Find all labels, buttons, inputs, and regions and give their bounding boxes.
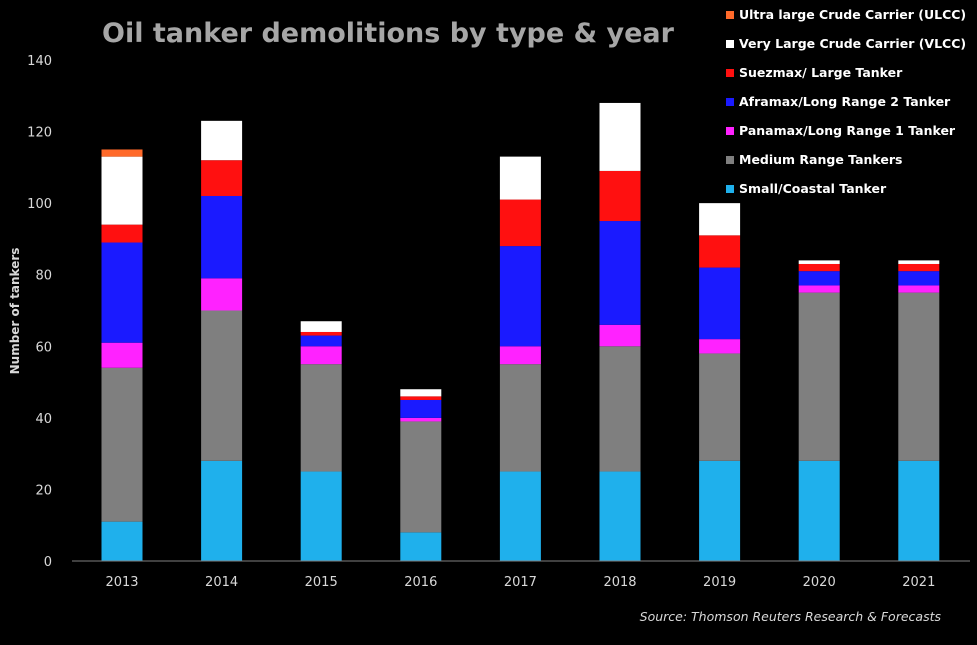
bar-segment	[400, 396, 442, 400]
legend-label: Aframax/Long Range 2 Tanker	[739, 94, 951, 109]
bar-segment	[798, 460, 840, 561]
bar-segment	[898, 460, 940, 561]
legend: Ultra large Crude Carrier (ULCC) Very Lar…	[726, 7, 966, 196]
x-tick-label: 2015	[305, 575, 338, 590]
bar-segment	[201, 278, 243, 311]
bar-segment	[201, 460, 243, 561]
bar-segment	[699, 203, 741, 236]
bar-segment	[699, 353, 741, 461]
legend-swatch	[726, 69, 734, 77]
bar-segment	[300, 321, 342, 332]
bar-segment	[599, 170, 641, 222]
bar-segment	[300, 335, 342, 347]
y-tick-label: 140	[27, 54, 52, 69]
bar-segment	[400, 532, 442, 561]
bar-segment	[699, 267, 741, 340]
legend-label: Very Large Crude Carrier (VLCC)	[739, 36, 966, 51]
bar-segment	[300, 471, 342, 561]
source-note: Source: Thomson Reuters Research & Forec…	[640, 609, 942, 624]
bars	[101, 102, 940, 561]
bar-segment	[300, 346, 342, 365]
bar-segment	[898, 260, 940, 264]
y-tick-label: 60	[35, 340, 52, 355]
legend-swatch	[726, 156, 734, 164]
bar-segment	[201, 160, 243, 196]
y-axis-label: Number of tankers	[8, 248, 22, 375]
legend-swatch	[726, 127, 734, 135]
y-axis: 0 20 40 60 80 100 120 140	[27, 54, 52, 570]
y-tick-label: 40	[35, 412, 52, 427]
bar-segment	[798, 285, 840, 293]
bar-segment	[101, 149, 143, 157]
y-tick-label: 120	[27, 126, 52, 141]
x-axis: 2013 2014 2015 2016 2017 2018 2019 2020 2021	[105, 575, 935, 590]
bar-segment	[499, 156, 541, 200]
x-tick-label: 2014	[205, 575, 238, 590]
x-tick-label: 2016	[404, 575, 437, 590]
bar-segment	[499, 346, 541, 365]
bar-segment	[798, 292, 840, 461]
bar-segment	[599, 102, 641, 171]
bar-segment	[898, 292, 940, 461]
legend-swatch	[726, 40, 734, 48]
y-tick-label: 0	[44, 555, 52, 570]
bar-segment	[499, 246, 541, 347]
bar-segment	[400, 417, 442, 422]
bar-segment	[699, 339, 741, 354]
bar-segment	[599, 346, 641, 472]
y-tick-label: 80	[35, 269, 52, 284]
bar-segment	[599, 324, 641, 347]
bar-segment	[898, 263, 940, 272]
bar-segment	[599, 471, 641, 561]
legend-label: Panamax/Long Range 1 Tanker	[739, 123, 956, 138]
x-tick-label: 2021	[902, 575, 935, 590]
bar-segment	[300, 331, 342, 336]
legend-swatch	[726, 98, 734, 106]
y-tick-label: 20	[35, 483, 52, 498]
bar-segment	[400, 421, 442, 533]
bar-segment	[898, 285, 940, 293]
bar-segment	[699, 460, 741, 561]
bar-segment	[201, 195, 243, 279]
bar-segment	[499, 471, 541, 561]
bar-segment	[400, 389, 442, 397]
bar-segment	[400, 399, 442, 418]
x-tick-label: 2013	[105, 575, 138, 590]
bar-segment	[798, 263, 840, 272]
bar-segment	[101, 224, 143, 243]
legend-swatch	[726, 11, 734, 19]
bar-segment	[798, 260, 840, 264]
bar-segment	[499, 364, 541, 472]
x-tick-label: 2020	[803, 575, 836, 590]
bar-segment	[699, 235, 741, 268]
bar-segment	[798, 271, 840, 286]
x-tick-label: 2017	[504, 575, 537, 590]
bar-segment	[101, 367, 143, 522]
legend-label: Ultra large Crude Carrier (ULCC)	[739, 7, 966, 22]
bar-segment	[101, 156, 143, 225]
bar-segment	[101, 242, 143, 343]
chart-title: Oil tanker demolitions by type & year	[102, 18, 675, 49]
bar-segment	[898, 271, 940, 286]
bar-segment	[201, 310, 243, 461]
bar-segment	[599, 221, 641, 325]
legend-label: Suezmax/ Large Tanker	[739, 65, 903, 80]
x-tick-label: 2018	[603, 575, 636, 590]
legend-label: Small/Coastal Tanker	[739, 181, 887, 196]
bar-segment	[101, 342, 143, 368]
bar-segment	[101, 521, 143, 561]
bar-segment	[499, 199, 541, 247]
y-tick-label: 100	[27, 197, 52, 212]
legend-label: Medium Range Tankers	[739, 152, 902, 167]
bar-segment	[201, 120, 243, 161]
bar-segment	[300, 364, 342, 472]
legend-swatch	[726, 185, 734, 193]
x-tick-label: 2019	[703, 575, 736, 590]
